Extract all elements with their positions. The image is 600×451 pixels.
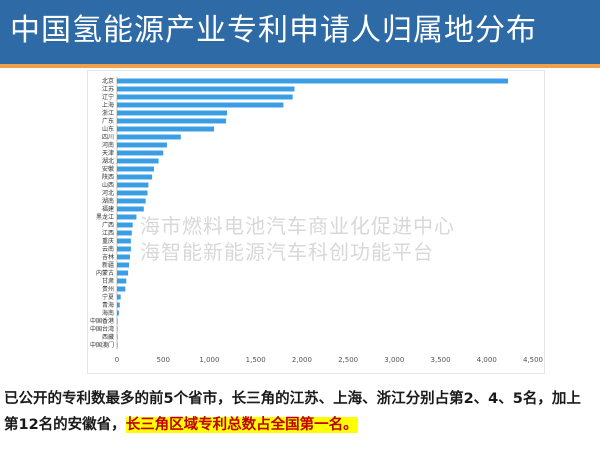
bar [117,334,118,340]
bar [117,86,295,92]
x-tick-label: 2,500 [338,356,358,364]
bar [117,286,126,292]
y-tick-label: 吉林 [102,253,114,261]
y-tick-label: 云南 [102,245,114,253]
bar [117,222,133,228]
y-tick-label: 四川 [102,134,114,141]
y-tick-label: 中国台湾 [90,325,114,333]
x-tick-label: 0 [115,356,119,364]
caption: 已公开的专利数最多的前5个省市，长三角的江苏、上海、浙江分别占第2、4、5名，加… [4,386,594,438]
bar [117,94,293,100]
y-tick-label: 河南 [102,141,114,149]
bar [117,254,130,260]
bar [117,126,215,132]
bar [117,262,130,268]
y-tick-label: 湖南 [102,197,114,205]
y-tick-label: 宁夏 [102,293,114,301]
bar [117,270,129,276]
x-tick-label: 1,500 [246,356,266,364]
x-tick-label: 4,500 [523,356,543,364]
x-tick-label: 1,000 [199,356,219,364]
y-tick-label: 安徽 [102,165,114,173]
bar [117,318,118,324]
x-tick-label: 500 [157,356,170,364]
x-tick-label: 4,000 [477,356,497,364]
y-tick-label: 上海 [102,101,114,109]
y-tick-label: 广东 [102,117,114,125]
y-tick-label: 青海 [102,301,114,309]
bar [117,326,118,332]
y-tick-label: 天津 [102,150,114,157]
x-tick-label: 3,000 [384,356,404,364]
caption-highlight: 长三角区域专利总数占全国第一名。 [125,417,358,433]
bar [117,230,132,236]
y-tick-label: 北京 [102,77,114,85]
y-tick-label: 内蒙古 [96,269,114,277]
y-tick-label: 河北 [102,189,114,197]
bar [117,278,127,284]
bar [117,206,144,212]
y-tick-label: 福建 [102,205,114,213]
y-tick-label: 中国香港 [90,317,114,325]
bar [117,174,153,180]
y-tick-label: 新疆 [102,261,114,269]
y-tick-label: 山西 [102,181,114,189]
y-tick-label: 黑龙江 [96,213,114,221]
chart-panel: 北京 江苏 辽宁 上海 浙江 广东 山东 四川 河南 天津 湖北 安徽 陕西 山西 河北 湖南 福建 黑龙江 广西江… [87,70,545,374]
y-tick-label: 重庆 [102,237,114,245]
bar [117,182,149,188]
bar [117,158,159,164]
y-tick-label: 甘肃 [102,277,114,285]
y-tick-label: 海南 [102,309,114,317]
title-bar: 中国氢能源产业专利申请人归属地分布 [0,0,600,64]
y-tick-label: 江苏 [102,85,114,93]
bar [117,198,146,204]
bar [117,110,228,116]
bar [117,342,118,348]
bar [117,118,227,124]
bar [117,134,181,140]
bar [117,246,131,252]
bar [117,238,131,244]
y-tick-label: 贵州 [102,285,114,293]
x-tick-label: 3,500 [431,356,451,364]
y-tick-label: 辽宁 [102,93,114,101]
y-tick-label: 广西 [102,221,114,229]
y-tick-label: 浙江 [102,109,114,117]
page-title: 中国氢能源产业专利申请人归属地分布 [10,13,537,48]
y-tick-label: 中国澳门 [90,341,114,349]
y-tick-label: 山东 [102,125,114,133]
accent-strip [0,64,600,68]
bar [117,78,509,84]
bar [117,294,121,300]
bar-chart: 北京江苏辽宁上海浙江广东山东四川河南天津湖北安徽陕西山西河北湖南福建黑龙江广西江… [90,77,543,364]
x-tick-label: 2,000 [292,356,312,364]
y-tick-label: 江西 [102,230,114,237]
bar [117,102,284,108]
bar [117,214,137,220]
y-tick-label: 湖北 [102,157,114,165]
bar [117,150,164,156]
bar [117,190,148,196]
bar [117,166,154,172]
bar [117,142,167,148]
y-tick-label: 西藏 [102,333,114,341]
caption-text: 已公开的专利数最多的前5个省市，长三角的江苏、上海、浙江分别占第2、4、5名，加… [4,391,581,433]
bar [117,302,120,308]
y-tick-label: 陕西 [102,173,114,181]
bar [117,310,119,316]
